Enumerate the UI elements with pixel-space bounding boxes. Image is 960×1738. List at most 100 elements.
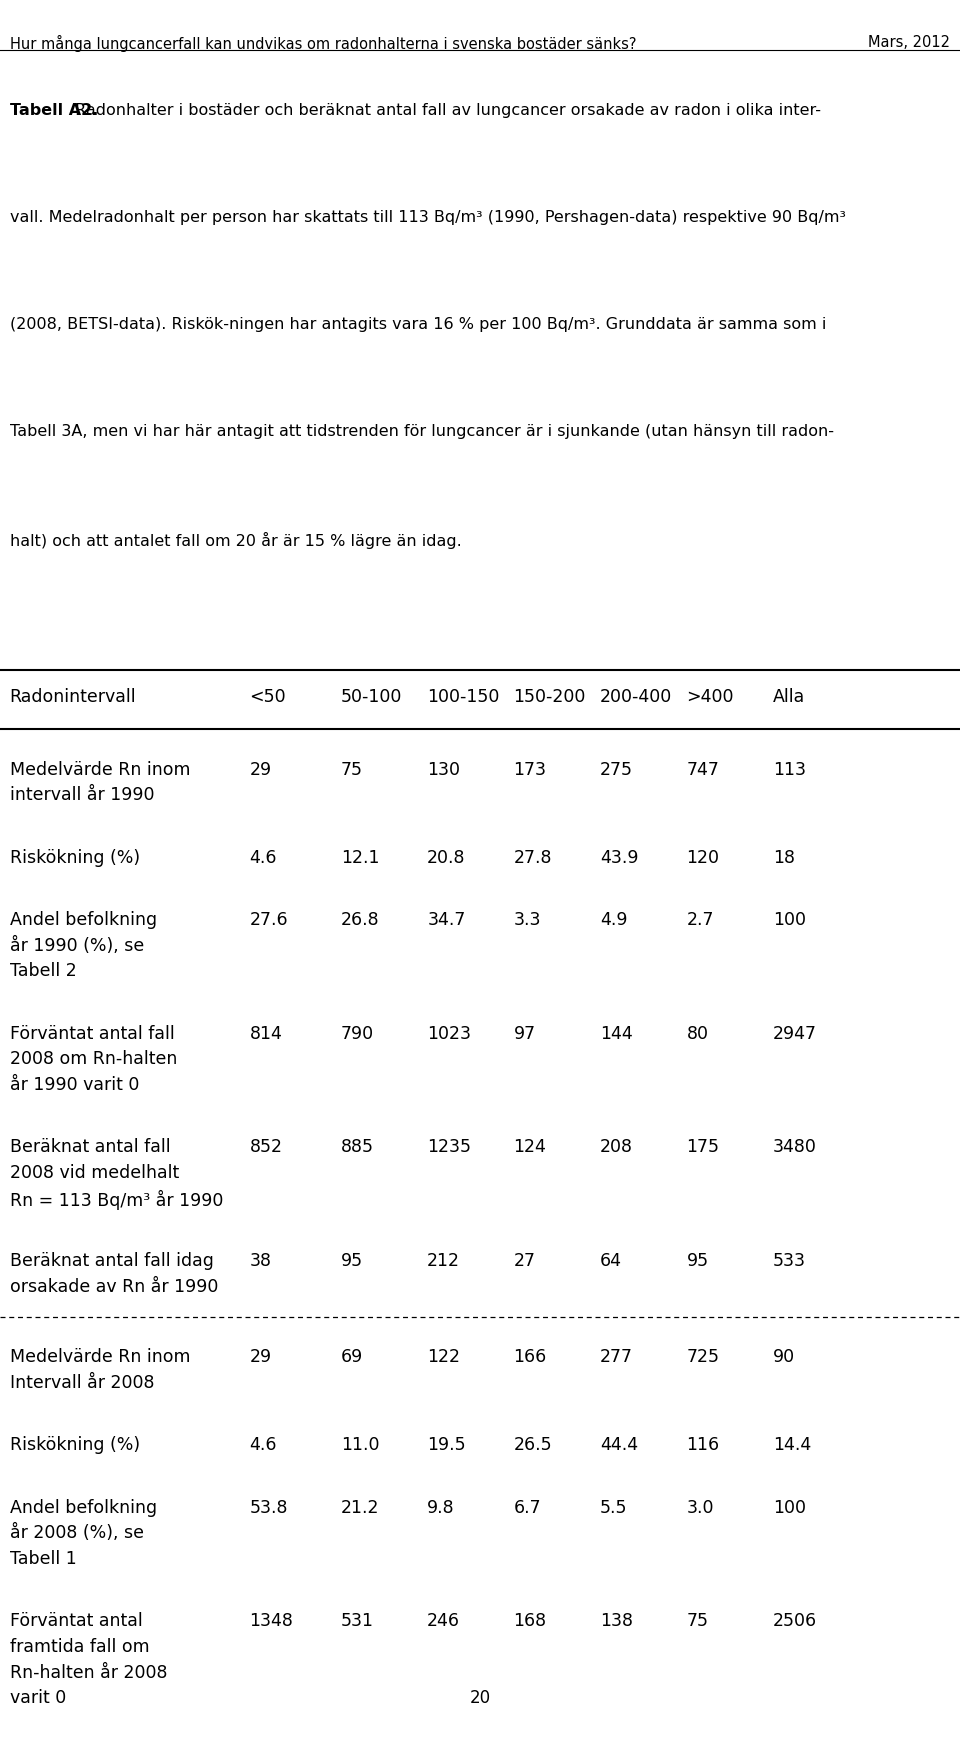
Text: 4.6: 4.6 (250, 848, 277, 867)
Text: <50: <50 (250, 688, 286, 706)
Text: 790: 790 (341, 1024, 374, 1043)
Text: 69: 69 (341, 1349, 363, 1366)
Text: intervall år 1990: intervall år 1990 (10, 786, 155, 805)
Text: Tabell 1: Tabell 1 (10, 1550, 77, 1568)
Text: Hur många lungcancerfall kan undvikas om radonhalterna i svenska bostäder sänks?: Hur många lungcancerfall kan undvikas om… (10, 35, 636, 52)
Text: 6.7: 6.7 (514, 1498, 541, 1517)
Text: 12.1: 12.1 (341, 848, 379, 867)
Text: 277: 277 (600, 1349, 633, 1366)
Text: 3.0: 3.0 (686, 1498, 714, 1517)
Text: 246: 246 (427, 1613, 460, 1630)
Text: Beräknat antal fall: Beräknat antal fall (10, 1138, 170, 1156)
Text: 150-200: 150-200 (514, 688, 586, 706)
Text: Andel befolkning: Andel befolkning (10, 1498, 156, 1517)
Text: 747: 747 (686, 761, 719, 779)
Text: 166: 166 (514, 1349, 547, 1366)
Text: 173: 173 (514, 761, 546, 779)
Text: 1235: 1235 (427, 1138, 471, 1156)
Text: 2008 om Rn-halten: 2008 om Rn-halten (10, 1050, 177, 1069)
Text: 19.5: 19.5 (427, 1436, 466, 1455)
Text: 64: 64 (600, 1251, 622, 1270)
Text: 95: 95 (341, 1251, 363, 1270)
Text: 80: 80 (686, 1024, 708, 1043)
Text: 75: 75 (686, 1613, 708, 1630)
Text: 38: 38 (250, 1251, 272, 1270)
Text: 27: 27 (514, 1251, 536, 1270)
Text: 814: 814 (250, 1024, 282, 1043)
Text: år 1990 (%), se: år 1990 (%), se (10, 937, 144, 954)
Text: 4.9: 4.9 (600, 911, 628, 928)
Text: 120: 120 (686, 848, 719, 867)
Text: 27.6: 27.6 (250, 911, 288, 928)
Text: 53.8: 53.8 (250, 1498, 288, 1517)
Text: orsakade av Rn år 1990: orsakade av Rn år 1990 (10, 1277, 218, 1295)
Text: Riskökning (%): Riskökning (%) (10, 848, 140, 867)
Text: (2008, BETSI-data). Riskök­ningen har antagits vara 16 % per 100 Bq/m³. Grunddat: (2008, BETSI-data). Riskök­ningen har an… (10, 316, 826, 332)
Text: Tabell 3A, men vi har här antagit att tidstrenden för lungcancer är i sjunkande : Tabell 3A, men vi har här antagit att ti… (10, 424, 833, 440)
Text: 100: 100 (773, 1498, 805, 1517)
Text: 168: 168 (514, 1613, 547, 1630)
Text: 26.5: 26.5 (514, 1436, 552, 1455)
Text: år 1990 varit 0: år 1990 varit 0 (10, 1076, 139, 1093)
Text: 208: 208 (600, 1138, 633, 1156)
Text: 75: 75 (341, 761, 363, 779)
Text: 130: 130 (427, 761, 460, 779)
Text: 144: 144 (600, 1024, 633, 1043)
Text: 2947: 2947 (773, 1024, 817, 1043)
Text: 3480: 3480 (773, 1138, 817, 1156)
Text: 97: 97 (514, 1024, 536, 1043)
Text: 2506: 2506 (773, 1613, 817, 1630)
Text: 90: 90 (773, 1349, 795, 1366)
Text: Tabell A2.: Tabell A2. (10, 103, 98, 118)
Text: 100: 100 (773, 911, 805, 928)
Text: Förväntat antal: Förväntat antal (10, 1613, 142, 1630)
Text: 116: 116 (686, 1436, 720, 1455)
Text: 20.8: 20.8 (427, 848, 466, 867)
Text: 11.0: 11.0 (341, 1436, 379, 1455)
Text: 34.7: 34.7 (427, 911, 466, 928)
Text: 43.9: 43.9 (600, 848, 638, 867)
Text: 531: 531 (341, 1613, 373, 1630)
Text: 124: 124 (514, 1138, 546, 1156)
Text: >400: >400 (686, 688, 733, 706)
Text: Alla: Alla (773, 688, 805, 706)
Text: 200-400: 200-400 (600, 688, 672, 706)
Text: 212: 212 (427, 1251, 460, 1270)
Text: Tabell 2: Tabell 2 (10, 963, 77, 980)
Text: 100-150: 100-150 (427, 688, 499, 706)
Text: 5.5: 5.5 (600, 1498, 628, 1517)
Text: 725: 725 (686, 1349, 719, 1366)
Text: Riskökning (%): Riskökning (%) (10, 1436, 140, 1455)
Text: Rn-halten år 2008: Rn-halten år 2008 (10, 1663, 167, 1682)
Text: Medelvärde Rn inom: Medelvärde Rn inom (10, 761, 190, 779)
Text: 95: 95 (686, 1251, 708, 1270)
Text: 885: 885 (341, 1138, 373, 1156)
Text: Mars, 2012: Mars, 2012 (869, 35, 950, 50)
Text: 20: 20 (469, 1689, 491, 1707)
Text: 138: 138 (600, 1613, 633, 1630)
Text: 9.8: 9.8 (427, 1498, 455, 1517)
Text: 26.8: 26.8 (341, 911, 379, 928)
Text: Medelvärde Rn inom: Medelvärde Rn inom (10, 1349, 190, 1366)
Text: vall. Medelradonhalt per person har skattats till 113 Bq/m³ (1990, Pershagen-dat: vall. Medelradonhalt per person har skat… (10, 210, 846, 224)
Text: 4.6: 4.6 (250, 1436, 277, 1455)
Text: 1023: 1023 (427, 1024, 471, 1043)
Text: 14.4: 14.4 (773, 1436, 811, 1455)
Text: 1348: 1348 (250, 1613, 294, 1630)
Text: Andel befolkning: Andel befolkning (10, 911, 156, 928)
Text: 175: 175 (686, 1138, 719, 1156)
Text: 275: 275 (600, 761, 633, 779)
Text: Radonhalter i bostäder och beräknat antal fall av lungcancer orsakade av radon i: Radonhalter i bostäder och beräknat anta… (70, 103, 821, 118)
Text: varit 0: varit 0 (10, 1689, 66, 1707)
Text: 852: 852 (250, 1138, 282, 1156)
Text: Beräknat antal fall idag: Beräknat antal fall idag (10, 1251, 213, 1270)
Text: Rn = 113 Bq/m³ år 1990: Rn = 113 Bq/m³ år 1990 (10, 1189, 223, 1210)
Text: 18: 18 (773, 848, 795, 867)
Text: 21.2: 21.2 (341, 1498, 379, 1517)
Text: 27.8: 27.8 (514, 848, 552, 867)
Text: 2.7: 2.7 (686, 911, 714, 928)
Text: 29: 29 (250, 1349, 272, 1366)
Text: 3.3: 3.3 (514, 911, 541, 928)
Text: 44.4: 44.4 (600, 1436, 638, 1455)
Text: 533: 533 (773, 1251, 805, 1270)
